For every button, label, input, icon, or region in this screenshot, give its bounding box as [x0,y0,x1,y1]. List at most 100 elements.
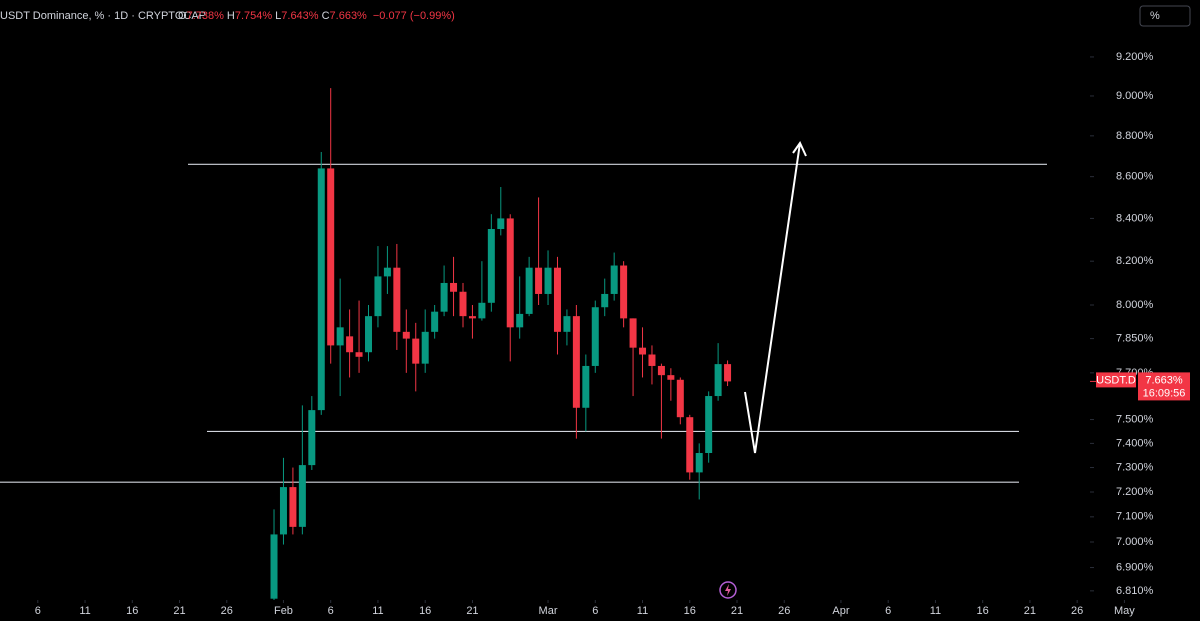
candle-body [535,267,543,294]
y-tick-label: 6.900% [1116,561,1154,573]
x-tick-label: May [1114,605,1135,617]
x-tick-label: 11 [930,605,941,617]
candle-body [601,293,609,308]
x-tick-label: 16 [684,605,696,617]
scale-button-label[interactable]: % [1150,10,1160,22]
candle-body [525,267,533,314]
y-tick-label: 7.000% [1116,536,1154,548]
candle-body [355,352,363,357]
candle-body [648,354,656,366]
x-tick-label: 11 [372,605,383,617]
candle-body [714,364,722,397]
x-tick-label: 6 [328,605,334,617]
x-tick-label: 21 [1024,605,1036,617]
candle-body [402,331,410,339]
y-tick-label: 8.800% [1116,130,1154,142]
y-tick-label: 8.200% [1116,255,1154,267]
candle-body [572,316,580,408]
arrow-drawing [744,142,801,454]
candle-body [365,316,373,353]
price-tag-countdown: 16:09:56 [1143,387,1186,399]
candle-body [440,282,448,312]
candle-body [497,218,505,230]
x-tick-label: 6 [592,605,598,617]
candle-body [544,267,552,294]
candle-body [383,267,391,277]
x-tick-label: 11 [637,605,648,617]
price-tag [1096,372,1136,388]
candle-body [308,410,316,466]
x-tick-label: 16 [977,605,989,617]
legend-low-label: L [275,10,281,22]
x-tick-label: 26 [1071,605,1083,617]
arrow-head [792,141,807,157]
legend-close: 7.663% [330,10,368,22]
y-tick-label: 9.000% [1116,90,1154,102]
candle-body [686,417,694,473]
symbol-title: USDT Dominance, % · 1D · CRYPTOCAP [0,10,206,22]
legend-close-label: C [322,10,330,22]
candle-body [289,487,297,527]
candle-body [478,302,486,319]
candle-body [459,291,467,317]
price-tag-value [1138,372,1190,401]
legend-low: 7.643% [281,10,319,22]
x-tick-label: Feb [274,605,293,617]
candle-body [270,534,278,599]
y-tick-label: 7.850% [1116,333,1154,345]
legend-change: −0.077 (−0.99%) [373,10,455,22]
candle-body [298,465,306,527]
candle-body [582,365,590,408]
y-tick-label: 7.200% [1116,486,1154,498]
y-tick-label: 9.200% [1116,51,1154,63]
candle-body [620,265,628,319]
x-tick-label: 16 [419,605,431,617]
x-tick-label: 21 [173,605,185,617]
x-tick-label: 21 [466,605,478,617]
scale-button[interactable] [1139,5,1191,27]
y-tick-label: 8.400% [1116,212,1154,224]
candle-body [639,347,647,355]
candle-body [393,267,401,332]
x-tick-label: Apr [832,605,849,617]
price-tag-price: 7.663% [1145,374,1183,386]
y-tick-label: 7.500% [1116,413,1154,425]
candle-body [336,327,344,346]
legend-header: USDT Dominance, % · 1D · CRYPTOCAP O 7.73… [0,10,455,22]
candle-body [468,316,476,319]
x-tick-label: 11 [79,605,90,617]
candle-body [346,336,354,353]
candle-body [610,265,618,294]
candle-body [279,487,287,535]
candle-body [421,331,429,364]
legend-open-label: O [178,10,187,22]
candle-body [657,365,665,376]
candle-body [629,318,637,348]
y-tick-label: 7.400% [1116,437,1154,449]
price-tag-symbol: USDT.D [1096,374,1136,386]
y-tick-label: 7.100% [1116,511,1154,523]
candle-body [563,316,571,332]
candle-body [450,282,458,292]
candle-body [317,168,325,411]
candle-body [374,276,382,317]
candle-body [487,229,495,303]
candle-body [695,453,703,473]
x-tick-label: 21 [731,605,743,617]
replay-icon[interactable] [719,581,737,599]
candle-body [506,218,514,328]
candle-body [676,379,684,418]
y-tick-label: 8.000% [1116,299,1154,311]
candle-body [591,307,599,366]
candle-body [553,267,561,332]
x-tick-label: 26 [778,605,790,617]
candle-body [516,313,524,328]
candle-body [724,364,732,382]
x-tick-label: Mar [539,605,558,617]
candle-body [412,338,420,364]
legend-high-label: H [227,10,235,22]
legend-open: 7.738% [187,10,225,22]
y-tick-label: 6.810% [1116,585,1154,597]
